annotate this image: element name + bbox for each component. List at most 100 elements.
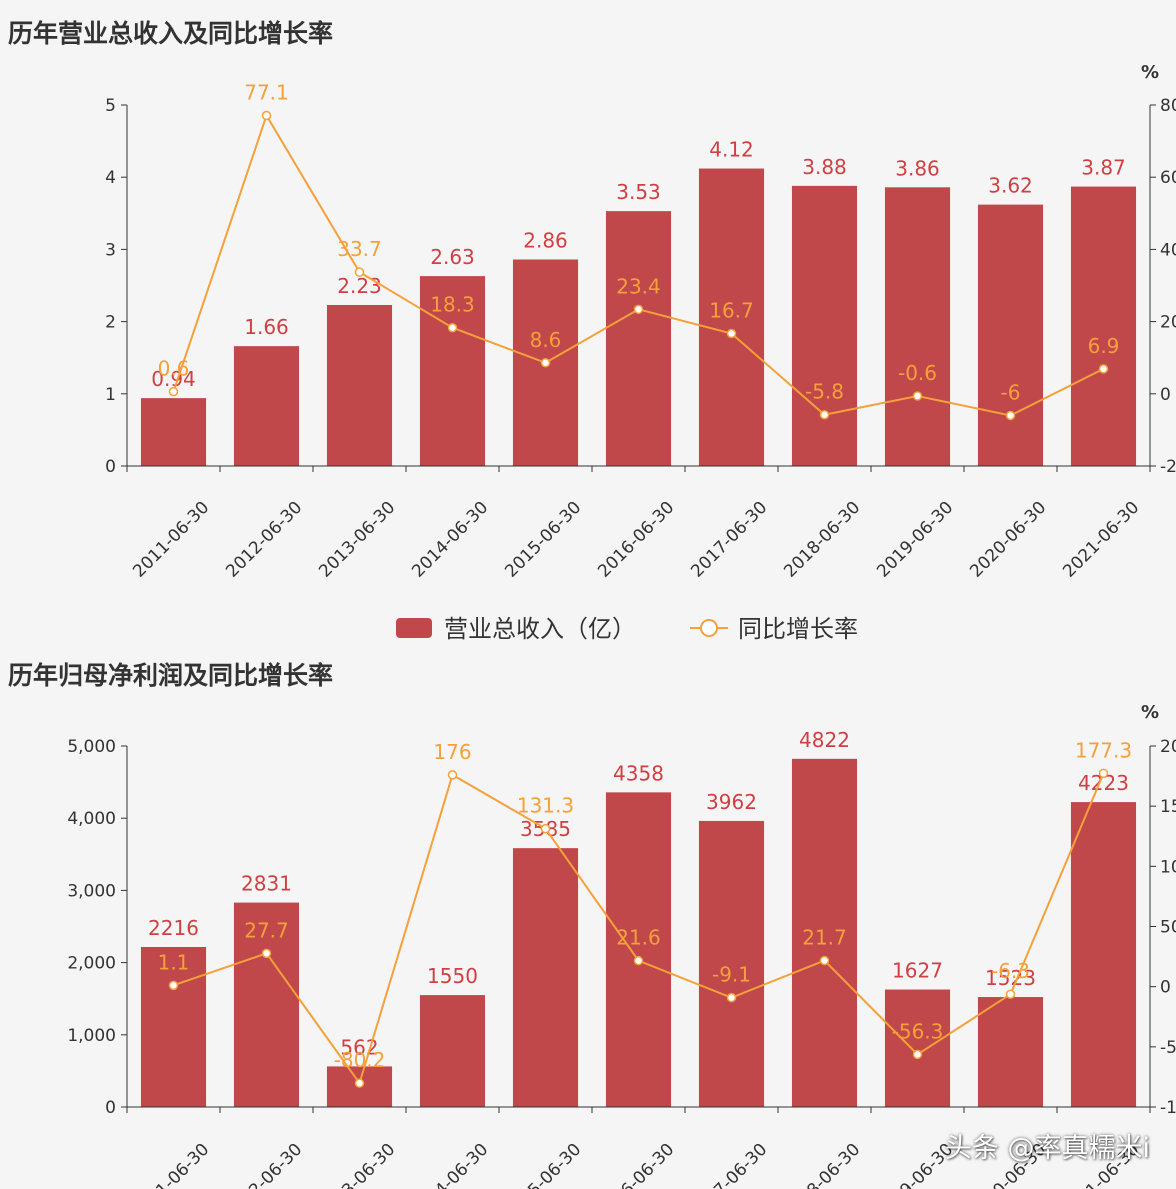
- c1-bar-value-label: 3.86: [895, 156, 940, 180]
- c1-growth-point: [726, 328, 737, 339]
- c1-x-tick-label: 2015-06-30: [501, 498, 585, 582]
- c1-bar: [233, 346, 300, 466]
- chart-title-net-profit: 历年归母净利润及同比增长率: [8, 661, 334, 690]
- c1-y-right-tick-label: -20: [1160, 457, 1176, 477]
- c2-y-left-tick-label: 0: [105, 1098, 116, 1118]
- c1-x-tick-label: 2019-06-30: [873, 498, 957, 582]
- c2-growth-point: [912, 1049, 923, 1060]
- c2-bar: [512, 848, 579, 1107]
- c2-y-right-tick-label: -100: [1160, 1098, 1176, 1118]
- c1-y-right-unit: %: [1141, 62, 1159, 83]
- c1-growth-point: [168, 386, 179, 397]
- c1-y-left-tick-label: 5: [105, 96, 116, 116]
- c2-x-tick-label: 2015-06-30: [501, 1140, 585, 1189]
- c2-growth-point: [354, 1078, 365, 1088]
- c2-y-left-tick-label: 2,000: [67, 954, 116, 974]
- legend-line-label: 同比增长率: [738, 615, 858, 643]
- c2-y-right-tick-label: -50: [1160, 1038, 1176, 1058]
- c2-x-tick-label: 2017-06-30: [687, 1140, 771, 1189]
- c2-y-right-tick-label: 0: [1160, 978, 1171, 998]
- c1-growth-point: [354, 267, 365, 277]
- c2-growth-point: [540, 823, 551, 834]
- c1-growth-value-label: 6.9: [1088, 334, 1120, 358]
- c1-x-tick-label: 2013-06-30: [315, 498, 399, 582]
- c1-growth-value-label: 77.1: [244, 80, 289, 104]
- c1-y-left-tick-label: 0: [105, 457, 116, 477]
- c1-y-left-tick-label: 1: [105, 385, 116, 405]
- c2-growth-point: [168, 980, 179, 991]
- c2-growth-point: [819, 955, 830, 966]
- c1-bar: [419, 276, 486, 466]
- c2-growth-value-label: 177.3: [1075, 738, 1132, 762]
- c2-growth-value-label: 1.1: [158, 950, 190, 974]
- c1-bar-value-label: 2.23: [337, 274, 382, 298]
- c1-growth-value-label: 0.6: [158, 357, 190, 381]
- c2-bar-value-label: 1550: [427, 964, 478, 988]
- c2-bar-value-label: 2831: [241, 872, 292, 896]
- c1-x-tick-label: 2012-06-30: [222, 498, 306, 582]
- c2-bar-value-label: 4822: [799, 728, 850, 752]
- c1-bar-value-label: 1.66: [244, 315, 289, 339]
- c2-growth-value-label: 21.6: [616, 926, 661, 950]
- c1-y-right-tick-label: 0: [1160, 385, 1171, 405]
- c1-x-tick-label: 2011-06-30: [129, 498, 213, 582]
- c1-y-right-tick-label: 40: [1160, 240, 1176, 260]
- c1-x-tick-label: 2014-06-30: [408, 498, 492, 582]
- c1-growth-point: [447, 322, 458, 333]
- c2-growth-point: [447, 770, 458, 780]
- c1-growth-point: [819, 409, 830, 420]
- c1-x-tick-label: 2021-06-30: [1059, 498, 1143, 582]
- c1-growth-value-label: 16.7: [709, 299, 754, 323]
- c1-bar: [977, 204, 1044, 467]
- c2-y-right-tick-label: 200: [1160, 737, 1176, 757]
- c2-y-left-tick-label: 3,000: [67, 881, 116, 901]
- c2-bar-value-label: 4358: [613, 761, 664, 785]
- c1-bar: [326, 304, 393, 466]
- c2-x-tick-label: 2016-06-30: [594, 1140, 678, 1189]
- c2-y-left-tick-label: 4,000: [67, 809, 116, 829]
- c2-y-left-tick-label: 1,000: [67, 1026, 116, 1046]
- c1-bar: [140, 398, 207, 466]
- c2-bar: [605, 792, 672, 1107]
- c2-growth-point: [1005, 989, 1016, 999]
- c1-bar-value-label: 3.62: [988, 174, 1033, 198]
- c1-bar: [605, 211, 672, 466]
- chart-title-revenue: 历年营业总收入及同比增长率: [8, 19, 334, 48]
- c1-y-left-tick-label: 3: [105, 240, 116, 260]
- c2-y-right-tick-label: 50: [1160, 918, 1176, 938]
- c1-growth-point: [1005, 410, 1016, 421]
- c1-bar-value-label: 2.86: [523, 229, 568, 253]
- c1-growth-value-label: -6: [1001, 380, 1021, 404]
- c2-growth-value-label: 21.7: [802, 926, 847, 950]
- c1-x-tick-label: 2017-06-30: [687, 498, 771, 582]
- c1-y-right-tick-label: 80: [1160, 96, 1176, 116]
- c1-bar-value-label: 3.88: [802, 155, 847, 179]
- c1-bar-value-label: 4.12: [709, 138, 754, 162]
- watermark: 头条 @率真糯米i: [944, 1133, 1150, 1164]
- c2-growth-value-label: 27.7: [244, 918, 289, 942]
- c2-x-tick-label: 2018-06-30: [780, 1140, 864, 1189]
- c1-y-right-tick-label: 60: [1160, 168, 1176, 188]
- c1-growth-point: [540, 358, 551, 368]
- c2-bar: [698, 820, 765, 1107]
- c1-x-tick-label: 2016-06-30: [594, 498, 678, 582]
- c2-growth-value-label: -6.3: [991, 959, 1030, 983]
- c2-growth-value-label: 131.3: [517, 794, 574, 818]
- c2-bar: [1070, 802, 1137, 1107]
- c2-x-tick-label: 2011-06-30: [129, 1140, 213, 1189]
- c1-y-right-tick-label: 20: [1160, 313, 1176, 333]
- c1-growth-point: [261, 110, 272, 121]
- c1-bar-value-label: 3.87: [1081, 156, 1126, 180]
- c1-x-tick-label: 2018-06-30: [780, 498, 864, 582]
- c2-growth-point: [261, 948, 272, 959]
- c1-growth-value-label: 23.4: [616, 274, 661, 298]
- c1-growth-value-label: 8.6: [530, 328, 562, 352]
- c1-growth-point: [1098, 364, 1109, 374]
- legend-bar-swatch: [396, 618, 432, 638]
- c2-bar-value-label: 1523: [985, 966, 1036, 990]
- c2-growth-value-label: -9.1: [712, 963, 751, 987]
- c2-bar: [233, 902, 300, 1107]
- legend-bar-label: 营业总收入（亿）: [444, 615, 636, 643]
- c2-bar: [791, 758, 858, 1107]
